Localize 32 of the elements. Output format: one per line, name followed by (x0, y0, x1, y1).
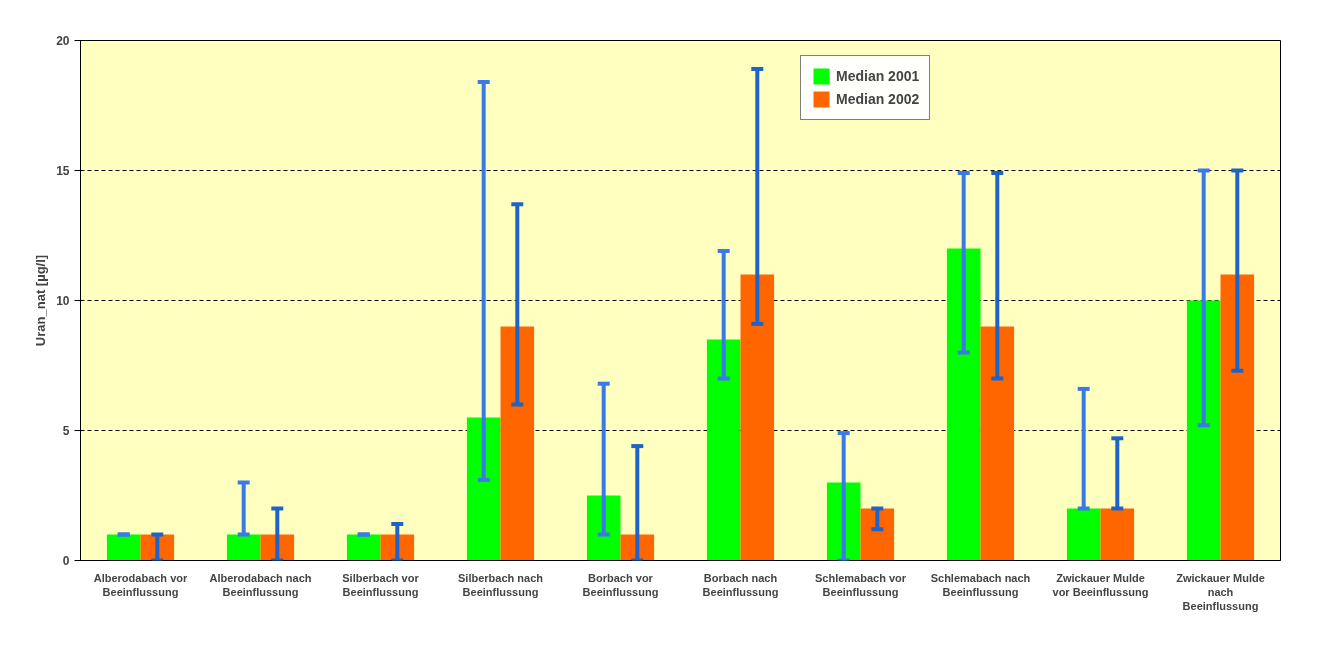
x-tick-label: Zwickauer Mulde vor Beeinflussung (1052, 571, 1149, 598)
bar (1066, 508, 1101, 561)
x-tick-label: Schlemabach nach Beeinflussung (930, 571, 1031, 598)
y-axis-title: Uran_nat [µg/l] (33, 254, 49, 347)
bar (1100, 508, 1135, 561)
x-tick-label: Borbach vor Beeinflussung (582, 571, 659, 598)
x-tick-label: Silberbach nach Beeinflussung (458, 571, 544, 598)
bar (226, 534, 261, 561)
x-tick-label: Alberodabach vor Beeinflussung (93, 571, 188, 598)
bar (706, 339, 741, 561)
bar (106, 534, 141, 561)
bar (860, 508, 895, 561)
y-tick-label: 0 (62, 554, 70, 568)
x-tick-label: Borbach nach Beeinflussung (702, 571, 779, 598)
bar (500, 326, 535, 561)
bar (946, 248, 981, 561)
x-tick-label: Zwickauer Mulde nach Beeinflussung (1176, 571, 1265, 613)
y-tick-label: 10 (56, 294, 70, 308)
x-tick-label: Schlemabach vor Beeinflussung (814, 571, 907, 598)
bar (1220, 274, 1255, 561)
y-tick-label: 15 (56, 164, 70, 178)
x-tick-label: Silberbach vor Beeinflussung (342, 571, 420, 598)
bar (346, 534, 381, 561)
bar (466, 417, 501, 561)
x-tick-label: Alberodabach nach Beeinflussung (209, 571, 312, 598)
bar (980, 326, 1015, 561)
y-tick-label: 5 (62, 424, 70, 438)
legend-label: Median 2001 (836, 68, 920, 84)
y-tick-label: 20 (56, 34, 70, 48)
bar (1186, 300, 1221, 561)
bar (740, 274, 775, 561)
legend-label: Median 2002 (836, 91, 920, 107)
